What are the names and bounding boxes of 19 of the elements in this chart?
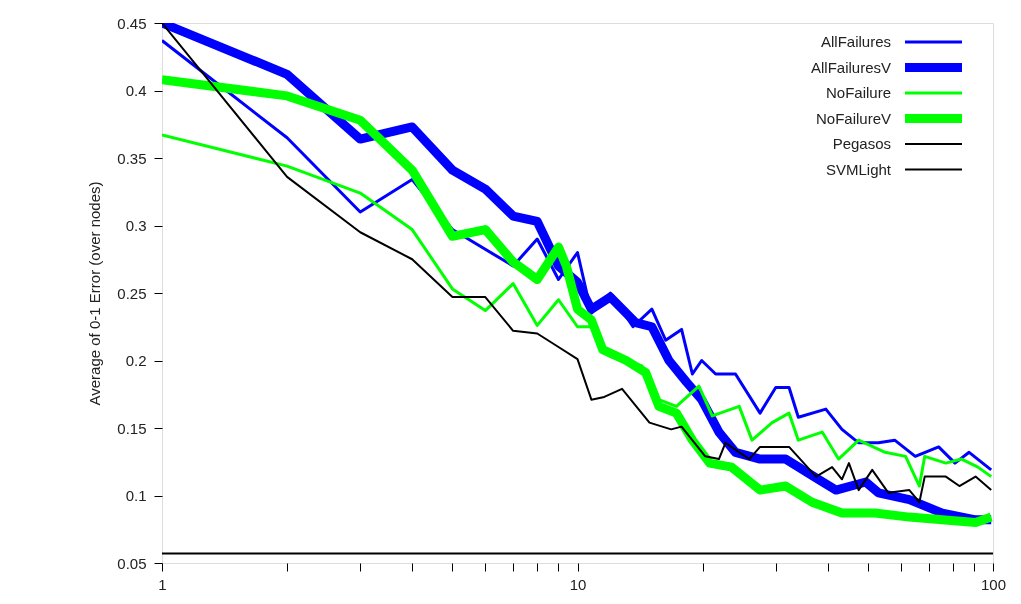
legend-label: NoFailure [825, 84, 891, 101]
y-tick-label: 0.1 [125, 487, 147, 504]
x-tick-label: 100 [980, 575, 1007, 593]
x-tick-label: 10 [569, 575, 587, 593]
legend-label: AllFailuresV [810, 58, 891, 76]
y-tick-label: 0.2 [125, 352, 147, 369]
y-tick-label: 0.45 [117, 14, 147, 32]
y-tick-label: 0.4 [125, 82, 147, 99]
y-tick-label: 0.15 [117, 419, 147, 437]
legend-label: Pegasos [832, 135, 891, 152]
y-tick-label: 0.3 [125, 217, 147, 234]
legend-label: SVMLight [825, 160, 892, 178]
x-tick-label: 1 [158, 575, 167, 593]
y-tick-label: 0.35 [117, 149, 147, 167]
legend-label: AllFailures [820, 33, 891, 50]
y-tick-label: 0.25 [117, 284, 147, 302]
legend-label: NoFailureV [815, 109, 891, 127]
y-axis-title: Average of 0-1 Error (over nodes) [86, 181, 104, 406]
y-tick-label: 0.05 [117, 554, 147, 572]
